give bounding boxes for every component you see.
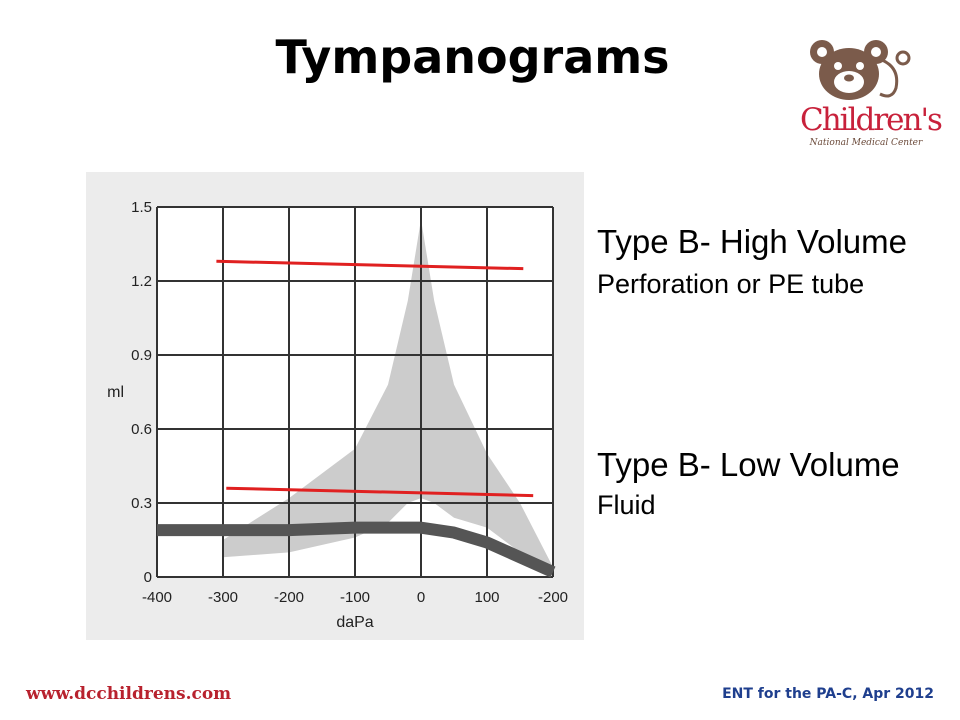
x-tick-label: 0 — [417, 589, 425, 606]
tympanogram-curve — [157, 521, 556, 578]
high-volume-marker — [216, 259, 524, 271]
high-volume-title: Type B- High Volume — [597, 223, 907, 260]
teddy-bear-icon — [810, 40, 911, 100]
y-axis-label: ml — [107, 384, 124, 401]
normal-range-band — [223, 219, 553, 568]
x-axis-label: daPa — [336, 614, 373, 631]
childrens-logo: Children's National Medical Center — [796, 38, 943, 154]
footer-credit: ENT for the PA-C, Apr 2012 — [722, 686, 934, 702]
logo-subtitle: National Medical Center — [809, 138, 923, 148]
low-volume-annotation: Type B- Low Volume Fluid — [597, 445, 957, 523]
high-volume-note: Perforation or PE tube — [597, 269, 865, 299]
y-tick-label: 0.3 — [131, 495, 152, 512]
x-tick-label: -300 — [208, 589, 238, 606]
tympanogram-plot: -400 -300 -200 -100 0 100 -200 0 0.3 0.6 0.9 1.2 1.5… — [107, 199, 568, 631]
high-volume-annotation: Type B- High Volume Perforation or PE tu… — [597, 222, 952, 302]
y-tick-label: 0.9 — [131, 347, 152, 364]
y-tick-label: 1.2 — [131, 273, 152, 290]
y-tick-label: 0 — [144, 569, 152, 586]
logo-word: Children's — [800, 102, 943, 138]
x-tick-label: -100 — [340, 589, 370, 606]
low-volume-title: Type B- Low Volume — [597, 446, 900, 483]
y-tick-label: 0.6 — [131, 421, 152, 438]
low-volume-marker — [226, 486, 534, 498]
low-volume-note: Fluid — [597, 490, 656, 520]
tympanogram-chart: -400 -300 -200 -100 0 100 -200 0 0.3 0.6 0.9 1.2 1.5… — [86, 172, 584, 640]
x-tick-label: -400 — [142, 589, 172, 606]
y-tick-label: 1.5 — [131, 199, 152, 216]
x-tick-label: -200 — [538, 589, 568, 606]
x-tick-label: -200 — [274, 589, 304, 606]
x-tick-label: 100 — [474, 589, 499, 606]
footer-url[interactable]: www.dcchildrens.com — [26, 684, 232, 704]
slide-title: Tympanograms — [275, 30, 670, 84]
